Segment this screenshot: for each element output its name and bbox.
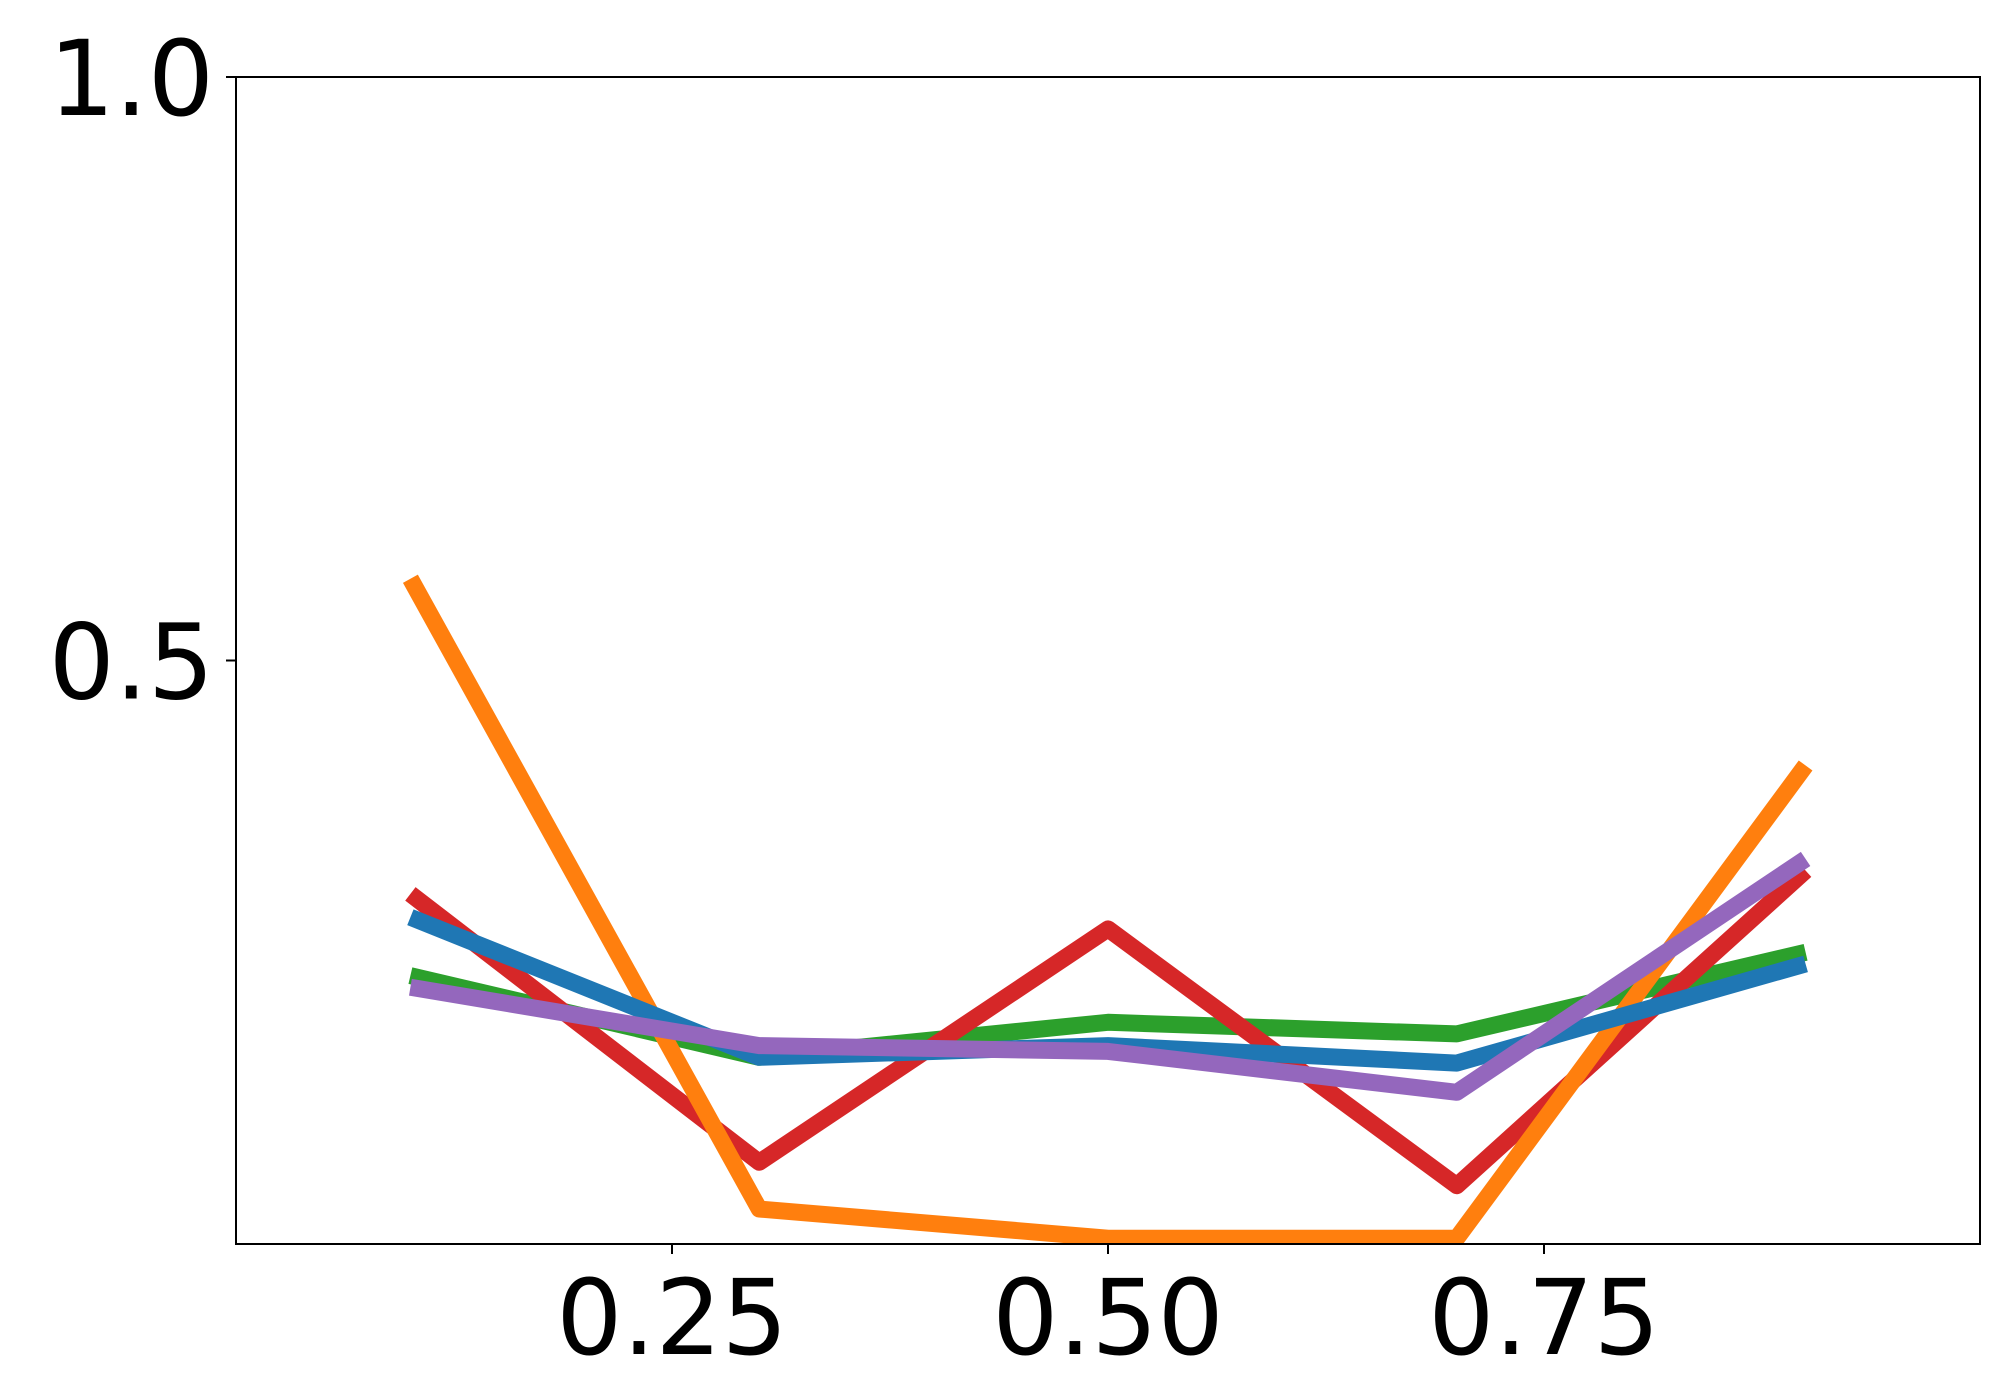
x-tick-label-1: 0.25 [556,1257,788,1379]
series-line-5 [408,851,1811,1101]
y-axis: 0.5 1.0 [49,18,236,724]
y-tick-label-1: 0.5 [49,602,214,724]
series-layer [402,574,1813,1244]
x-tick-label-3: 0.75 [1428,1257,1660,1379]
series-line-3 [402,574,1813,1244]
y-tick-label-2: 1.0 [49,18,214,140]
x-axis: 0.25 0.50 0.75 [556,1244,1660,1379]
x-tick-label-2: 0.50 [992,1257,1224,1379]
plot-area-frame [235,76,1981,1245]
